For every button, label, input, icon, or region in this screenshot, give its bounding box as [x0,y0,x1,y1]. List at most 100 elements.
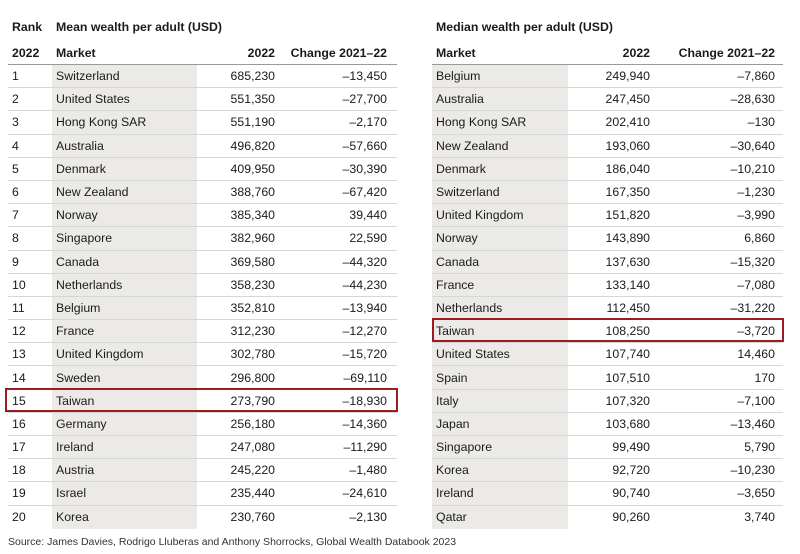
change-cell: 6,860 [744,231,775,246]
rank-header-label: Rank [12,20,43,34]
wealth-value-cell: 151,820 [605,208,650,223]
table-row: France 133,140 –7,080 [432,273,783,297]
market-cell: Italy [432,389,568,412]
market-cell: Netherlands [52,273,197,296]
market-cell: United Kingdom [52,343,197,366]
rank-cell: 8 [12,231,19,246]
market-cell: Denmark [432,157,568,180]
rank-cell: 13 [12,347,26,362]
rank-cell: 12 [12,324,26,339]
table-row: 11 Belgium 352,810 –13,940 [8,296,397,321]
wealth-value-cell: 247,450 [605,92,650,107]
change-cell: –3,650 [737,486,775,501]
market-column-header: Market [436,46,476,60]
change-cell: –28,630 [730,92,775,107]
wealth-value-cell: 133,140 [605,277,650,292]
wealth-value-cell: 685,230 [230,69,275,84]
table-row: 6 New Zealand 388,760 –67,420 [8,180,397,205]
table-row: 3 Hong Kong SAR 551,190 –2,170 [8,111,397,135]
table-row: 17 Ireland 247,080 –11,290 [8,436,397,460]
wealth-value-cell: 112,450 [606,300,650,315]
market-cell: Taiwan [432,320,568,343]
wealth-value-cell: 247,080 [230,440,275,455]
rank-cell: 11 [12,300,25,315]
change-cell: –31,220 [730,300,775,315]
market-cell: Japan [432,412,568,435]
change-cell: –44,230 [342,277,387,292]
right-column-headers: Market 2022 Change 2021–22 [432,42,783,65]
market-cell: Korea [52,505,197,529]
table-row: Ireland 90,740 –3,650 [432,482,783,506]
change-cell: –12,270 [342,324,387,339]
market-cell: Australia [432,88,568,111]
change-cell: –2,130 [349,510,387,525]
wealth-value-cell: 90,740 [612,486,650,501]
wealth-value-cell: 496,820 [230,138,275,153]
wealth-value-cell: 369,580 [230,254,275,269]
change-cell: –18,930 [342,393,387,408]
change-cell: –15,320 [730,254,775,269]
market-cell: Netherlands [432,296,568,320]
table-row: Hong Kong SAR 202,410 –130 [432,111,783,135]
table-row: Belgium 249,940 –7,860 [432,65,783,89]
change-cell: –57,660 [342,138,387,153]
rank-cell: 9 [12,254,19,269]
market-cell: Spain [432,366,568,389]
change-cell: –3,990 [737,208,775,223]
wealth-value-cell: 551,190 [230,115,275,130]
market-cell: Austria [52,459,197,482]
table-row: Singapore 99,490 5,790 [432,436,783,460]
wealth-value-cell: 103,680 [605,416,650,431]
market-cell: Belgium [432,65,568,88]
wealth-value-cell: 249,940 [605,69,650,84]
wealth-value-cell: 230,760 [230,510,275,525]
change-cell: –7,080 [737,277,775,292]
change-cell: –15,720 [342,347,387,362]
change-cell: –1,230 [737,185,775,200]
table-row: 8 Singapore 382,960 22,590 [8,227,397,251]
change-cell: –13,460 [730,416,775,431]
table-row: Spain 107,510 170 [432,366,783,390]
wealth-value-cell: 388,760 [230,185,275,200]
table-row: Taiwan 108,250 –3,720 [432,320,783,344]
rank-year-header: 2022 [12,46,40,60]
wealth-value-cell: 551,350 [230,92,275,107]
market-cell: Ireland [52,436,197,459]
wealth-value-cell: 296,800 [230,370,275,385]
market-cell: Norway [52,204,197,227]
rank-cell: 4 [12,138,19,153]
table-row: Japan 103,680 –13,460 [432,412,783,436]
wealth-value-cell: 256,180 [230,416,275,431]
rank-cell: 15 [12,393,26,408]
market-cell: Korea [432,459,568,482]
change-cell: –44,320 [342,254,387,269]
rank-cell: 20 [12,510,26,525]
market-cell: France [52,320,197,343]
table-row: Netherlands 112,450 –31,220 [432,296,783,321]
table-row: United Kingdom 151,820 –3,990 [432,204,783,228]
change-cell: 170 [754,370,775,385]
rank-cell: 6 [12,185,19,200]
rank-cell: 7 [12,208,19,223]
right-header-title-row: Median wealth per adult (USD) [432,12,783,42]
wealth-value-cell: 245,220 [230,463,275,478]
table-row: 13 United Kingdom 302,780 –15,720 [8,343,397,367]
table-row: 1 Switzerland 685,230 –13,450 [8,65,397,89]
market-cell: Hong Kong SAR [52,111,197,134]
table-row: Denmark 186,040 –10,210 [432,157,783,181]
wealth-value-cell: 312,230 [230,324,275,339]
market-cell: Australia [52,134,197,157]
rank-cell: 5 [12,161,19,176]
left-column-headers: 2022 Market 2022 Change 2021–22 [8,42,397,65]
market-cell: Norway [432,227,568,250]
wealth-value-cell: 235,440 [230,486,275,501]
table-row: Switzerland 167,350 –1,230 [432,180,783,205]
table-row: Norway 143,890 6,860 [432,227,783,251]
market-cell: New Zealand [52,180,197,204]
table-row: New Zealand 193,060 –30,640 [432,134,783,158]
change-cell: –27,700 [342,92,387,107]
right-table-body: Belgium 249,940 –7,860 Australia 247,450 –28,… [432,65,783,529]
change-cell: –24,610 [342,486,387,501]
market-cell: Israel [52,482,197,505]
table-row: 19 Israel 235,440 –24,610 [8,482,397,506]
